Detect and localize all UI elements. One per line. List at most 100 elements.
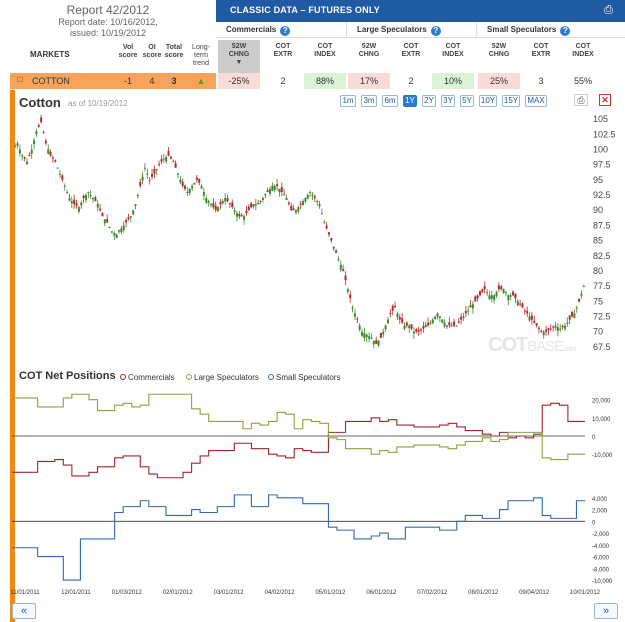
cot-x-tick-label: 07/02/2012 xyxy=(417,590,448,596)
cot-x-tick-label: 12/01/2011 xyxy=(61,590,91,596)
prev-button[interactable]: « xyxy=(12,603,36,619)
large-index-header[interactable]: COT INDEX xyxy=(442,43,464,58)
candle-body xyxy=(77,207,80,212)
total-score-header[interactable]: Total score xyxy=(164,44,184,59)
candle-body xyxy=(240,215,243,217)
report-issued: issued: 10/19/2012 xyxy=(69,28,147,38)
candle-body xyxy=(210,204,213,206)
price-tick-label: 87.5 xyxy=(593,220,611,230)
price-tick-label: 70 xyxy=(593,327,603,337)
candle-body xyxy=(486,292,489,294)
candle-body xyxy=(165,157,168,162)
candle-body xyxy=(436,313,439,317)
small-index-header[interactable]: COT INDEX xyxy=(572,43,594,58)
candle-body xyxy=(139,181,142,186)
com-index-header[interactable]: COT INDEX xyxy=(314,43,336,58)
candle-body xyxy=(134,204,137,207)
checkbox-icon[interactable]: ☐ xyxy=(16,77,24,84)
candle-body xyxy=(188,188,191,193)
candle-body xyxy=(106,219,109,223)
help-icon[interactable]: ? xyxy=(280,26,291,36)
candle-body xyxy=(434,316,437,320)
help-icon[interactable]: ? xyxy=(430,26,441,36)
candle-body xyxy=(476,295,479,299)
vol-score-header[interactable]: Vol score xyxy=(118,44,138,59)
candle-body xyxy=(512,291,515,296)
oi-score-header[interactable]: OI score xyxy=(142,44,162,59)
candle-body xyxy=(110,231,113,233)
candle-body xyxy=(488,295,491,300)
next-button[interactable]: » xyxy=(594,603,618,619)
cot-lower-tick-label: -2,000 xyxy=(592,532,610,538)
candle-body xyxy=(231,202,234,208)
range-button-5y[interactable]: 5Y xyxy=(460,95,474,107)
candle-body xyxy=(302,201,305,206)
range-button-15y[interactable]: 15Y xyxy=(502,95,520,107)
price-tick-label: 67.5 xyxy=(593,342,611,352)
candle-body xyxy=(445,325,448,327)
candle-body xyxy=(304,198,307,202)
large-extr-header[interactable]: COT EXTR xyxy=(401,43,421,58)
cot-x-tick-label: 01/03/2012 xyxy=(112,590,143,596)
candle-body xyxy=(73,199,76,205)
candle-body xyxy=(155,169,158,171)
range-button-1y[interactable]: 1Y xyxy=(403,95,417,107)
candle-body xyxy=(122,225,125,231)
candle-body xyxy=(391,306,394,311)
help-icon[interactable]: ? xyxy=(560,26,571,36)
price-tick-label: 105 xyxy=(593,114,608,124)
candle-body xyxy=(54,160,57,162)
range-button-3y[interactable]: 3Y xyxy=(441,95,455,107)
cot-x-tick-label: 08/01/2012 xyxy=(468,590,499,596)
chart-panel xyxy=(10,90,625,622)
candle-body xyxy=(18,149,21,154)
price-tick-label: 80 xyxy=(593,266,603,276)
candle-body xyxy=(94,197,97,202)
candle-body xyxy=(89,195,92,197)
range-button-2y[interactable]: 2Y xyxy=(422,95,436,107)
candle-body xyxy=(464,311,467,314)
candle-body xyxy=(44,140,47,144)
candle-body xyxy=(82,195,85,199)
small-extr: 3 xyxy=(538,76,544,86)
market-name[interactable]: COTTON xyxy=(32,76,70,86)
candle-body xyxy=(35,131,38,135)
candle-body xyxy=(120,228,123,233)
candle-body xyxy=(174,163,177,168)
cot-lower-tick-label: -10,000 xyxy=(592,579,613,585)
small-chng-header[interactable]: 52W CHNG xyxy=(488,43,510,58)
chart-print-button[interactable]: ⎙ xyxy=(574,94,588,106)
candle-body xyxy=(497,285,500,290)
chart-close-button[interactable]: ✕ xyxy=(599,94,611,106)
large-chng-header[interactable]: 52W CHNG xyxy=(358,43,380,58)
price-tick-label: 72.5 xyxy=(593,312,611,322)
candle-body xyxy=(405,322,408,326)
range-button-10y[interactable]: 10Y xyxy=(479,95,497,107)
trend-header[interactable]: Long-term trend xyxy=(192,44,210,67)
range-button-max[interactable]: MAX xyxy=(525,95,547,107)
candle-body xyxy=(361,331,364,336)
range-button-3m[interactable]: 3m xyxy=(361,95,377,107)
com-chng-header[interactable]: 52W CHNG ▼ xyxy=(218,40,260,73)
candle-body xyxy=(306,195,309,199)
table-row[interactable] xyxy=(10,73,216,89)
small-extr-header[interactable]: COT EXTR xyxy=(531,43,551,58)
candle-body xyxy=(386,319,389,324)
candle-body xyxy=(427,322,430,326)
candle-body xyxy=(460,316,463,320)
candle-body xyxy=(254,204,257,206)
oi-score: 4 xyxy=(149,76,155,86)
range-button-6m[interactable]: 6m xyxy=(382,95,398,107)
candle-body xyxy=(16,143,19,146)
candle-body xyxy=(438,316,441,319)
candle-body xyxy=(294,210,297,213)
group-small-label: Small Speculators xyxy=(487,25,557,34)
candle-body xyxy=(493,295,496,301)
candle-body xyxy=(59,173,62,175)
candle-body xyxy=(313,196,316,199)
range-button-1m[interactable]: 1m xyxy=(340,95,356,107)
candle-body xyxy=(51,157,54,159)
print-icon[interactable]: ⎙ xyxy=(604,4,613,16)
com-extr-header[interactable]: COT EXTR xyxy=(273,43,293,58)
candle-body xyxy=(63,185,66,187)
